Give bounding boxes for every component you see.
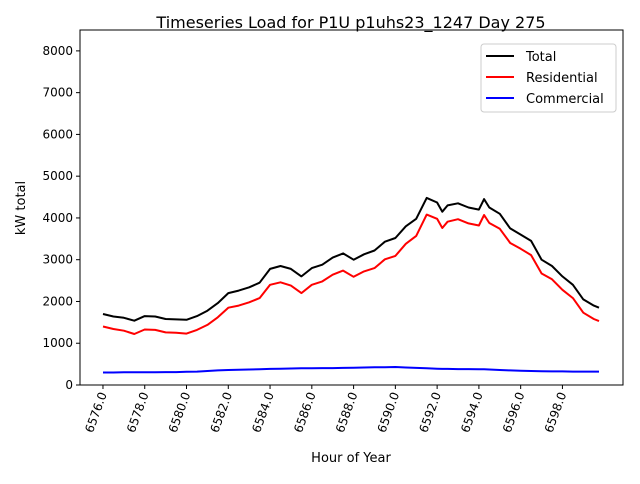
legend-label: Residential: [526, 71, 598, 86]
series-line-total: [102, 196, 600, 322]
x-tick-label: 6596.0: [500, 390, 528, 434]
series-line-residential: [102, 213, 600, 335]
x-axis-label: Hour of Year: [311, 451, 391, 466]
x-tick-label: 6576.0: [82, 390, 110, 434]
x-tick-label: 6586.0: [291, 390, 319, 434]
y-tick-label: 1000: [42, 336, 73, 350]
plot-frame: [79, 29, 624, 386]
y-tick-label: 4000: [42, 211, 73, 225]
y-tick-label: 0: [65, 378, 73, 392]
x-tick-label: 6588.0: [333, 390, 361, 434]
legend-label: Commercial: [526, 92, 604, 107]
y-tick-label: 2000: [42, 294, 73, 308]
y-axis-label: kW total: [14, 181, 29, 235]
chart-title: Timeseries Load for P1U p1uhs23_1247 Day…: [155, 13, 545, 33]
x-tick-label: 6594.0: [458, 390, 486, 434]
series-line-commercial: [103, 366, 599, 374]
legend: Total Residential Commercial: [480, 43, 617, 113]
legend-box: [480, 43, 617, 113]
x-tick-label: 6580.0: [166, 390, 194, 434]
x-tick-label: 6592.0: [416, 390, 444, 434]
y-tick-label: 5000: [42, 169, 73, 183]
x-tick-label: 6584.0: [249, 390, 277, 434]
x-tick-label: 6582.0: [208, 390, 236, 434]
y-tick-label: 7000: [42, 86, 73, 100]
y-tick-label: 3000: [42, 253, 73, 267]
legend-label: Total: [525, 50, 556, 65]
y-tick-label: 6000: [42, 127, 73, 141]
y-tick-label: 8000: [42, 44, 73, 58]
x-tick-label: 6590.0: [375, 390, 403, 434]
x-tick-label: 6578.0: [124, 390, 152, 434]
x-tick-label: 6598.0: [542, 390, 570, 434]
